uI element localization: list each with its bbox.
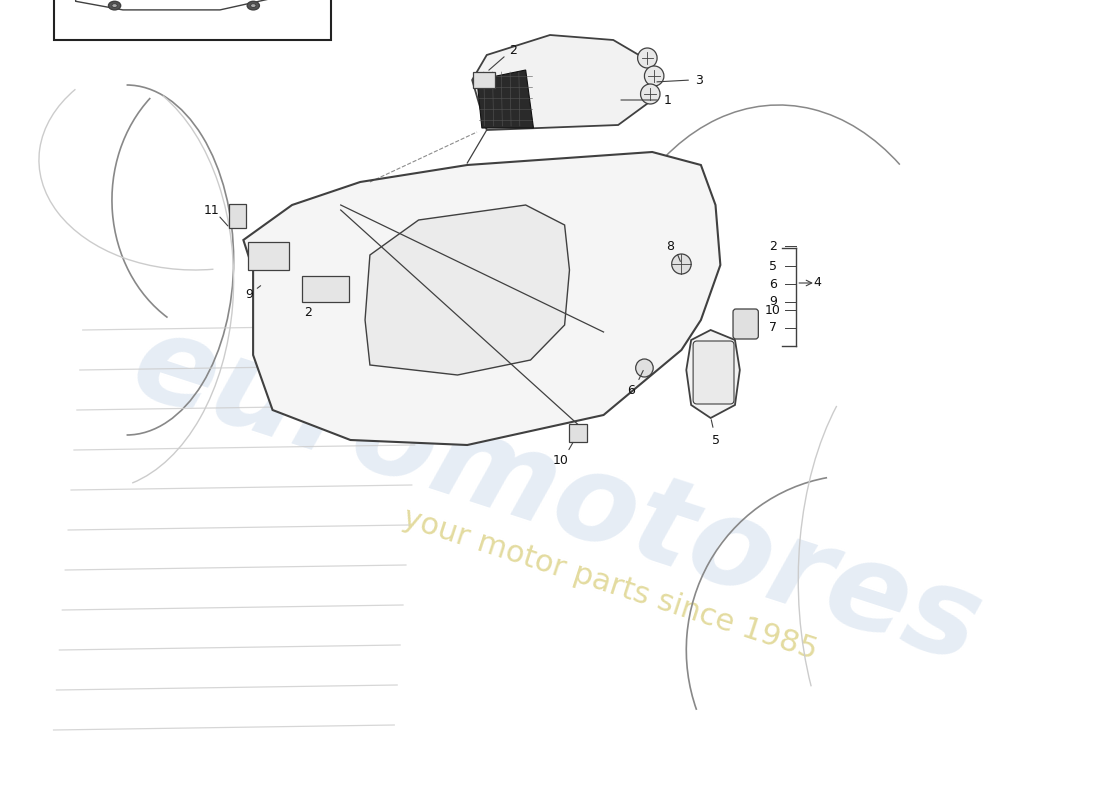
Text: 2: 2 <box>304 306 311 318</box>
Text: 9: 9 <box>769 295 777 309</box>
Ellipse shape <box>112 4 118 7</box>
Text: 2: 2 <box>509 43 517 57</box>
Text: 3: 3 <box>695 74 703 86</box>
Text: 2: 2 <box>769 239 777 253</box>
Text: 1: 1 <box>664 94 672 106</box>
Polygon shape <box>477 70 534 128</box>
Circle shape <box>640 84 660 104</box>
Bar <box>301 276 349 302</box>
Circle shape <box>636 359 653 377</box>
Polygon shape <box>365 205 570 375</box>
Text: 7: 7 <box>769 322 777 334</box>
Text: 10: 10 <box>553 454 569 466</box>
Bar <box>54 0 331 40</box>
Text: 10: 10 <box>764 303 781 317</box>
Text: 4: 4 <box>814 277 822 290</box>
Text: 6: 6 <box>627 383 635 397</box>
Polygon shape <box>472 35 652 130</box>
Ellipse shape <box>248 2 260 10</box>
Text: 9: 9 <box>245 289 253 302</box>
Ellipse shape <box>109 2 121 10</box>
FancyBboxPatch shape <box>733 309 758 339</box>
Bar <box>229 204 246 228</box>
Ellipse shape <box>251 4 256 7</box>
Bar <box>570 424 587 442</box>
Text: your motor parts since 1985: your motor parts since 1985 <box>399 503 822 665</box>
Circle shape <box>672 254 691 274</box>
Bar <box>473 72 495 88</box>
Polygon shape <box>70 0 320 10</box>
Polygon shape <box>243 152 720 445</box>
Text: 6: 6 <box>769 278 777 290</box>
Text: euromotores: euromotores <box>119 304 996 688</box>
FancyBboxPatch shape <box>693 341 734 404</box>
Bar <box>249 242 289 270</box>
Text: 5: 5 <box>769 259 777 273</box>
Text: 8: 8 <box>666 239 673 253</box>
Text: 5: 5 <box>713 434 721 446</box>
Text: 11: 11 <box>204 203 219 217</box>
Circle shape <box>638 48 657 68</box>
Circle shape <box>645 66 664 86</box>
Polygon shape <box>686 330 740 418</box>
